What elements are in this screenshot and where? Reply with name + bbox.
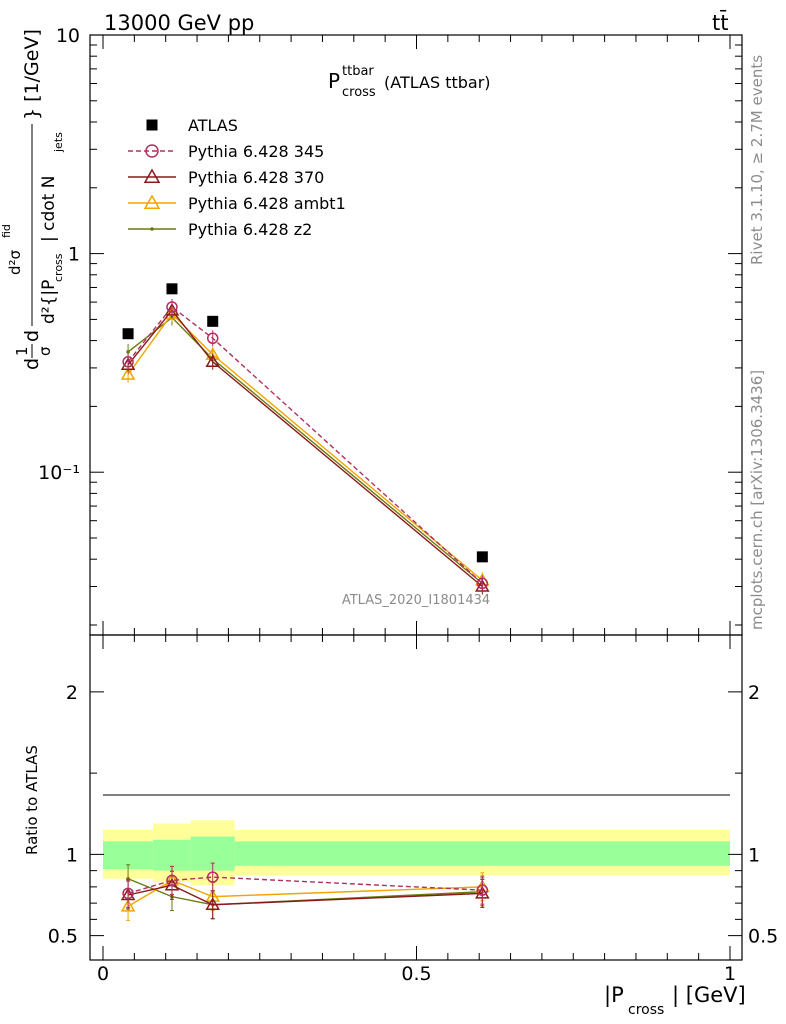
y-tick-label: 0.5	[48, 926, 78, 948]
data-point	[146, 119, 158, 131]
data-point	[476, 884, 489, 896]
x-tick-label: 0	[97, 963, 109, 985]
main-ticks: 10 1 10⁻¹	[38, 25, 742, 635]
series-line	[127, 312, 483, 581]
legend: ATLAS Pythia 6.428 345 Pythia 6.428 370 Pyt…	[128, 116, 346, 239]
data-point	[122, 887, 134, 900]
plot-title-rest: (ATLAS ttbar)	[384, 73, 491, 92]
plot-title: P ttbar cross (ATLAS ttbar)	[328, 64, 491, 100]
data-point	[143, 168, 161, 183]
ylabel-den-a: d²{|P	[39, 280, 59, 324]
data-point	[166, 283, 178, 295]
data-point	[205, 897, 221, 910]
ratio-ylabel: Ratio to ATLAS	[23, 745, 41, 855]
legend-entry: Pythia 6.428 370	[128, 168, 324, 187]
ratio-line	[127, 878, 483, 906]
band-inner	[153, 839, 191, 871]
process-label: tt̄	[712, 10, 728, 35]
legend-label: Pythia 6.428 345	[188, 142, 324, 161]
ylabel-den-b: | cdot N	[39, 176, 59, 242]
ylabel-one: 1	[13, 346, 31, 356]
xlabel-rest: | [GeV]	[672, 983, 746, 1008]
ratio-line	[127, 879, 483, 907]
data-point	[143, 194, 161, 209]
series-line	[127, 305, 483, 584]
plot-title-sub: cross	[342, 85, 376, 100]
ratio-bands	[103, 820, 731, 886]
plot-title-sup: ttbar	[342, 64, 374, 79]
legend-label: Pythia 6.428 z2	[188, 220, 312, 239]
legend-entry: Pythia 6.428 z2	[128, 220, 312, 239]
series-1	[122, 298, 489, 592]
data-point	[166, 874, 178, 887]
ylabel-numerator: d²σ	[6, 249, 24, 275]
data-point	[205, 354, 221, 368]
xlabel-sub: cross	[628, 1002, 664, 1018]
legend-label: Pythia 6.428 ambt1	[188, 194, 346, 213]
ylabel-units: } [1/GeV]	[21, 29, 43, 120]
y-tick-label-right: 2	[748, 682, 760, 704]
ylabel-d2: d	[21, 330, 43, 342]
data-point	[166, 301, 178, 313]
data-point	[120, 898, 136, 912]
ratio-series-0	[122, 862, 489, 908]
data-point	[122, 356, 134, 368]
data-point	[206, 871, 219, 883]
main-series	[120, 283, 490, 595]
data-point	[150, 227, 154, 231]
ratio-ticks: 2 2 1 1 0.5 0.5 0 0.5 1	[48, 635, 778, 985]
y-tick-label-right: 0.5	[748, 926, 778, 948]
ratio-line	[127, 884, 483, 906]
ratio-panel: 2 2 1 1 0.5 0.5 0 0.5 1 Ratio to ATLAS |P cross …	[23, 634, 778, 1018]
legend-entry: ATLAS	[146, 116, 238, 135]
data-point	[120, 366, 136, 380]
legend-label: Pythia 6.428 370	[188, 168, 324, 187]
data-point	[476, 551, 488, 563]
series-4	[126, 309, 485, 592]
y-tick-label: 1	[66, 844, 78, 866]
series-2	[120, 302, 490, 595]
data-point	[122, 328, 134, 340]
x-tick-label: 1	[724, 963, 736, 985]
main-ylabel: d 1 σ d d²σ fid d²{|P cross | cdot N jet…	[0, 29, 65, 370]
ylabel-sigma: σ	[36, 346, 54, 356]
legend-label: ATLAS	[188, 116, 238, 135]
main-panel: 10 1 10⁻¹ ATLAS_2020_I1801434 P ttbar cros…	[0, 25, 743, 636]
data-point	[206, 332, 219, 344]
ylabel-den-sub2: jets	[52, 132, 65, 153]
legend-entry: Pythia 6.428 ambt1	[128, 194, 346, 213]
data-point	[476, 577, 489, 590]
legend-entry: Pythia 6.428 345	[128, 142, 324, 161]
band-inner	[234, 841, 731, 866]
plot-title-main: P	[328, 69, 340, 93]
x-tick-label: 0.5	[401, 963, 431, 985]
y-tick-label: 2	[66, 682, 78, 704]
series-0	[122, 283, 488, 563]
y-tick-label: 10	[56, 25, 80, 47]
data-point	[126, 350, 130, 354]
y-tick-label: 10⁻¹	[38, 462, 80, 484]
x-axis-label: |P cross | [GeV]	[604, 983, 746, 1018]
watermark: ATLAS_2020_I1801434	[342, 593, 490, 608]
xlabel-main: |P	[604, 983, 624, 1008]
data-point	[145, 144, 159, 158]
ratio-series	[120, 862, 490, 921]
ylabel-numerator-sup: fid	[0, 224, 13, 238]
series-line	[127, 309, 483, 588]
data-point	[207, 315, 219, 327]
y-tick-label: 1	[68, 244, 80, 266]
energy-label: 13000 GeV pp	[104, 11, 254, 35]
rivet-label: Rivet 3.1.10, ≥ 2.7M events	[748, 55, 766, 265]
ratio-line	[127, 876, 483, 895]
mcplots-label: mcplots.cern.ch [arXiv:1306.3436]	[748, 370, 766, 630]
ylabel-den-sub: cross	[52, 253, 65, 282]
y-tick-label-right: 1	[748, 844, 760, 866]
ylabel-d: d	[21, 358, 43, 370]
series-line	[127, 316, 483, 584]
ratio-frame	[89, 634, 743, 961]
